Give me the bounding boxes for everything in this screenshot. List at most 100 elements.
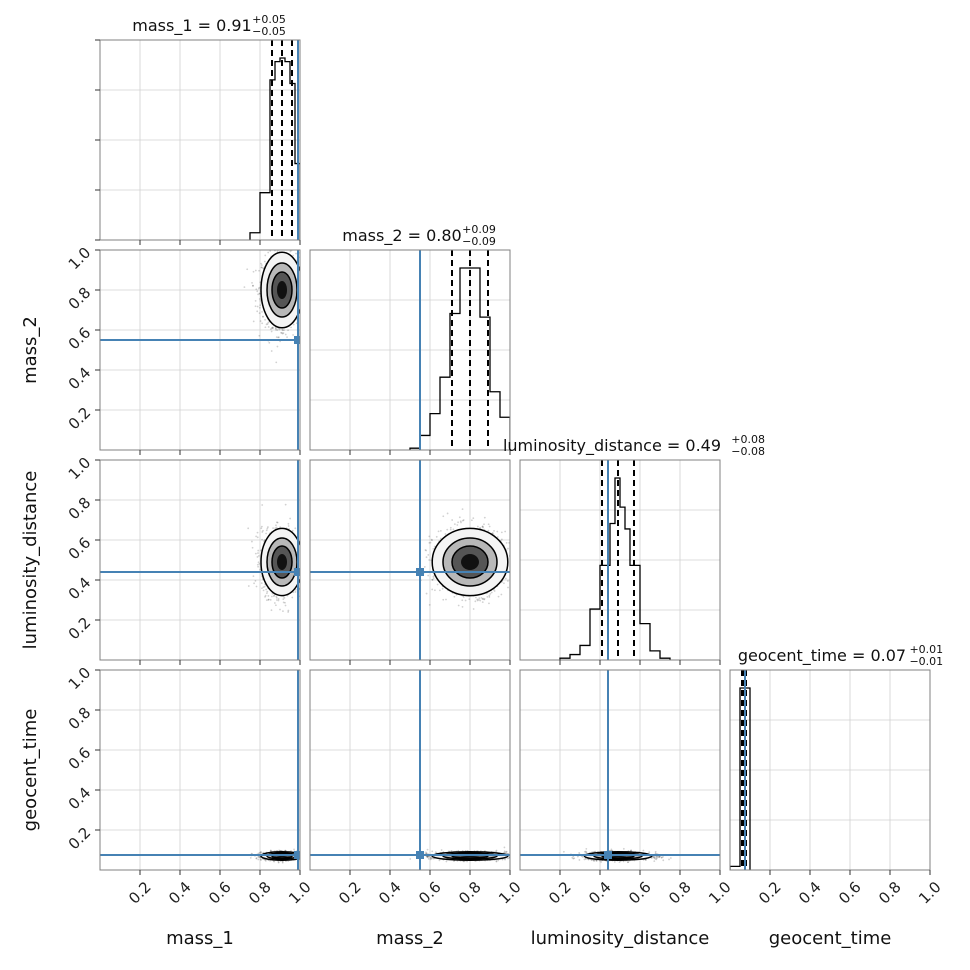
sample-point <box>294 588 297 591</box>
sample-point <box>304 293 306 295</box>
sample-point <box>256 563 259 566</box>
sample-point <box>256 536 259 539</box>
sample-point <box>261 311 263 313</box>
sample-point <box>256 305 259 308</box>
sample-point <box>258 292 261 295</box>
sample-point <box>302 289 304 291</box>
sample-point <box>481 601 484 604</box>
sample-point <box>287 329 289 332</box>
sample-point <box>301 290 303 292</box>
sample-point <box>272 527 274 530</box>
sample-point <box>270 327 273 329</box>
panel-content <box>100 670 300 870</box>
sample-point <box>252 575 255 578</box>
sample-point <box>257 552 259 554</box>
sample-point <box>449 528 452 531</box>
sample-point <box>477 598 480 601</box>
sample-point <box>432 575 435 578</box>
sample-point <box>279 526 282 529</box>
histogram-mass_2 <box>409 267 510 450</box>
sample-point <box>275 524 277 527</box>
sample-point <box>272 595 275 598</box>
sample-point <box>483 597 486 600</box>
sample-point <box>291 529 294 532</box>
sample-point <box>255 535 258 538</box>
sample-point <box>302 299 304 301</box>
sample-point <box>512 566 514 568</box>
sample-point <box>282 610 284 613</box>
sample-point <box>269 598 272 601</box>
panel-frame <box>99 459 301 661</box>
sample-point <box>275 595 278 598</box>
panel-content <box>559 460 671 660</box>
sample-point <box>260 262 263 265</box>
sample-point <box>264 594 267 597</box>
sample-point <box>302 561 304 563</box>
sample-point <box>305 319 307 321</box>
sample-point <box>303 565 305 567</box>
sample-point <box>267 595 270 597</box>
sample-point <box>264 859 267 862</box>
sample-point <box>277 240 279 242</box>
panel-frame <box>519 459 721 661</box>
sample-point <box>425 556 428 559</box>
sample-point <box>260 851 263 854</box>
sample-point <box>428 559 431 561</box>
sample-point <box>252 320 255 323</box>
sample-point <box>251 284 254 287</box>
sample-point <box>252 284 254 287</box>
sample-point <box>482 597 484 600</box>
sample-point <box>504 577 507 580</box>
panel-frame <box>309 459 511 661</box>
panel-background <box>100 670 300 870</box>
sample-point <box>246 268 249 271</box>
sample-point <box>278 849 281 852</box>
sample-point <box>282 601 285 604</box>
sample-point <box>276 329 279 331</box>
sample-point <box>476 598 479 601</box>
sample-point <box>257 287 260 290</box>
sample-point <box>439 529 442 532</box>
sample-point <box>453 523 456 526</box>
sample-point <box>273 602 276 604</box>
sample-point <box>507 586 509 589</box>
sample-point <box>489 592 492 595</box>
sample-point <box>267 321 270 324</box>
sample-point <box>287 246 289 248</box>
sample-point <box>272 327 274 330</box>
sample-point <box>506 580 509 582</box>
panel-content <box>100 240 307 450</box>
panel-content <box>310 460 517 660</box>
sample-point <box>444 533 447 535</box>
sample-point <box>302 300 304 302</box>
sample-point <box>504 530 507 533</box>
sample-point <box>261 531 264 533</box>
sample-point <box>287 522 290 525</box>
sample-point <box>468 598 471 600</box>
sample-point <box>303 308 305 310</box>
sample-point <box>280 331 282 334</box>
sample-point <box>431 539 433 542</box>
panel-mass_1-vs-mass_1 <box>95 39 301 245</box>
sample-point <box>265 592 268 595</box>
sample-point <box>515 609 517 611</box>
sample-point <box>487 523 490 526</box>
sample-point <box>476 599 479 602</box>
sample-point <box>437 530 440 533</box>
sample-point <box>302 258 304 260</box>
sample-point <box>278 336 280 339</box>
sample-point <box>451 519 454 521</box>
sample-point <box>276 521 278 524</box>
sample-point <box>256 310 259 313</box>
sample-point <box>472 517 475 520</box>
sample-point <box>282 332 285 334</box>
sample-point <box>302 542 304 544</box>
sample-point <box>275 599 278 601</box>
sample-point <box>292 323 295 326</box>
sample-point <box>301 542 303 544</box>
sample-point <box>274 527 277 530</box>
sample-point <box>277 861 280 864</box>
sample-point <box>305 281 307 283</box>
panel-luminosity_distance-vs-mass_2 <box>309 459 517 665</box>
